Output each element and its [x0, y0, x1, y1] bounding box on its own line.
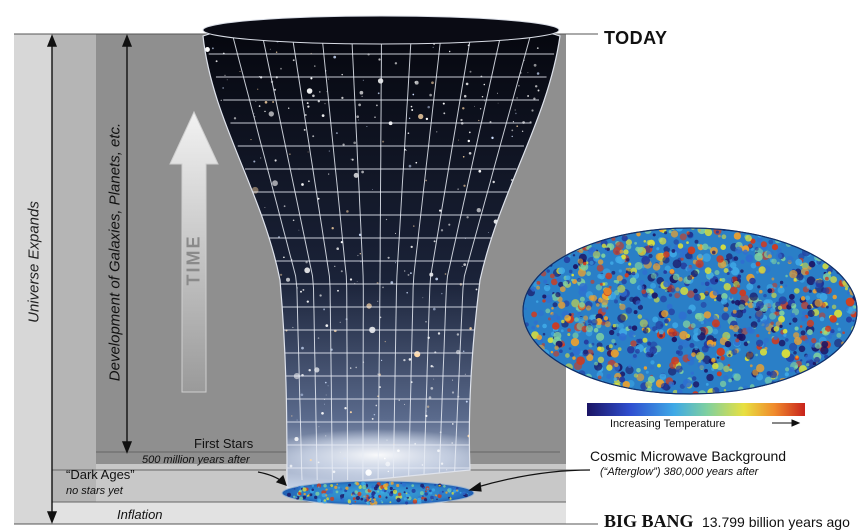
dark-ages-note: no stars yet — [66, 485, 123, 497]
inflation-band — [52, 502, 566, 524]
temperature-arrow — [772, 419, 801, 427]
cmb-pointer — [468, 469, 591, 492]
universe-expands-band — [14, 34, 52, 524]
expansion-band-inner — [52, 34, 96, 524]
temperature-color-bar — [587, 403, 805, 416]
big-bang-row: BIG BANG 13.799 billion years ago — [604, 511, 850, 532]
cmb-disc-texture — [287, 481, 469, 506]
time-label: TIME — [183, 234, 204, 286]
cmb-label: Cosmic Microwave Background — [590, 448, 787, 464]
development-label: Development of Galaxies, Planets, etc. — [106, 122, 124, 382]
inflation-label: Inflation — [117, 507, 163, 522]
universe-funnel — [202, 15, 561, 489]
dark-ages-pointer — [257, 471, 287, 486]
today-label: TODAY — [604, 28, 668, 48]
dark-ages-label: “Dark Ages” — [66, 467, 135, 482]
temperature-scale-label: Increasing Temperature — [610, 418, 726, 430]
big-bang-label: BIG BANG — [604, 511, 694, 531]
cmb-sky-map — [522, 227, 858, 395]
development-arrow — [121, 34, 133, 454]
cmb-note: (“Afterglow”) 380,000 years after — [600, 466, 759, 478]
first-stars-time: 500 million years after — [142, 454, 250, 466]
universe-expands-arrow — [46, 34, 58, 524]
space-grid — [208, 35, 555, 481]
first-stars-label: First Stars — [194, 436, 254, 451]
time-arrow — [169, 110, 219, 393]
big-bang-age: 13.799 billion years ago — [701, 514, 850, 530]
universe-expands-label: Universe Expands — [25, 201, 43, 323]
